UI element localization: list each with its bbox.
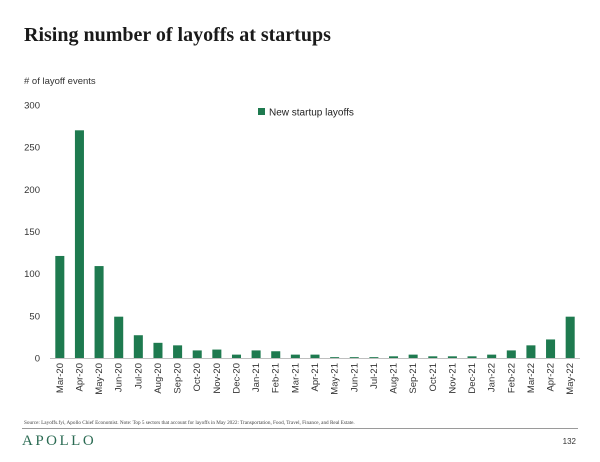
- y-axis-label: # of layoff events: [24, 76, 96, 87]
- bar-aug-21: [389, 356, 399, 358]
- x-tick-label: Aug-21: [389, 363, 400, 394]
- bar-aug-20: [153, 342, 163, 358]
- y-tick-label: 300: [24, 101, 40, 112]
- bar-apr-21: [310, 354, 320, 358]
- y-tick-label: 200: [24, 185, 40, 196]
- bar-series: [55, 130, 575, 358]
- x-tick-label: Apr-22: [546, 363, 557, 392]
- y-axis-ticks: 0 50 100 150 200 250 300: [24, 101, 40, 365]
- x-tick-label: Jun-20: [114, 363, 125, 392]
- x-tick-label: Jun-21: [349, 363, 360, 392]
- x-tick-label: Mar-20: [55, 363, 66, 393]
- x-tick-label: Feb-22: [506, 363, 517, 393]
- x-tick-label: Feb-21: [271, 363, 282, 393]
- x-tick-label: Mar-21: [290, 363, 301, 393]
- bar-mar-20: [55, 255, 65, 358]
- bar-oct-21: [428, 356, 438, 358]
- x-tick-label: May-22: [565, 363, 576, 395]
- bar-jun-21: [349, 357, 359, 358]
- x-tick-label: May-21: [330, 363, 341, 395]
- bar-feb-22: [506, 350, 516, 358]
- bar-sep-21: [408, 354, 418, 358]
- bar-sep-20: [173, 345, 183, 358]
- x-tick-label: Jul-20: [133, 363, 144, 389]
- source-note: Source: Layoffs.fyi, Apollo Chief Econom…: [24, 420, 355, 426]
- x-tick-label: Sep-20: [173, 363, 184, 394]
- legend-label: New startup layoffs: [269, 108, 354, 119]
- y-tick-label: 150: [24, 227, 40, 238]
- y-tick-label: 100: [24, 269, 40, 280]
- bar-jun-20: [114, 316, 124, 358]
- x-tick-label: Nov-21: [447, 363, 458, 394]
- x-tick-label: Nov-20: [212, 363, 223, 394]
- y-tick-label: 50: [29, 311, 40, 322]
- x-tick-label: May-20: [94, 363, 105, 395]
- bar-jul-21: [369, 357, 379, 358]
- bar-apr-22: [546, 339, 556, 358]
- bar-may-21: [330, 357, 340, 358]
- x-tick-label: Oct-21: [428, 363, 439, 392]
- bar-oct-20: [192, 350, 202, 358]
- x-tick-label: Apr-21: [310, 363, 321, 392]
- x-tick-label: Oct-20: [192, 363, 203, 392]
- bar-nov-20: [212, 349, 222, 358]
- bar-mar-22: [526, 345, 536, 358]
- bar-jul-20: [133, 335, 143, 358]
- x-tick-label: Mar-22: [526, 363, 537, 393]
- footer-divider: [22, 428, 578, 429]
- x-tick-label: Jan-21: [251, 363, 262, 392]
- apollo-logo: APOLLO: [22, 433, 97, 449]
- x-axis-ticks: Mar-20 Apr-20 May-20 Jun-20 Jul-20 Aug-20 Sep-…: [55, 363, 576, 395]
- bar-dec-20: [231, 354, 241, 358]
- x-tick-label: Jul-21: [369, 363, 380, 389]
- legend: New startup layoffs: [258, 108, 354, 119]
- bar-apr-20: [74, 130, 84, 358]
- bar-dec-21: [467, 356, 477, 358]
- bar-jan-22: [487, 354, 497, 358]
- bar-jan-21: [251, 350, 261, 358]
- x-tick-label: Aug-20: [153, 363, 164, 394]
- x-tick-label: Sep-21: [408, 363, 419, 394]
- bar-feb-21: [271, 351, 281, 358]
- bar-mar-21: [290, 354, 300, 358]
- bar-chart: 0 50 100 150 200 250 300 Mar-20 Apr-20 May-20 Jun…: [24, 101, 580, 395]
- bar-nov-21: [447, 356, 457, 358]
- x-tick-label: Dec-20: [231, 363, 242, 394]
- page-number: 132: [562, 437, 576, 446]
- bar-may-22: [565, 316, 575, 358]
- x-tick-label: Apr-20: [74, 363, 85, 392]
- bar-may-20: [94, 266, 104, 358]
- y-tick-label: 250: [24, 143, 40, 154]
- x-tick-label: Dec-21: [467, 363, 478, 394]
- y-tick-label: 0: [35, 354, 40, 365]
- legend-swatch: [258, 108, 265, 115]
- x-tick-label: Jan-22: [487, 363, 498, 392]
- chart-title: Rising number of layoffs at startups: [24, 24, 331, 46]
